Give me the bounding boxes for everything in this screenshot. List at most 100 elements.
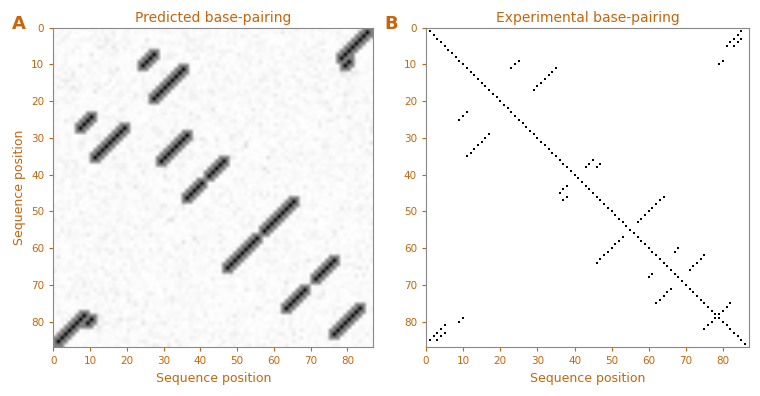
Point xyxy=(531,135,543,141)
Point xyxy=(643,245,655,251)
Point xyxy=(691,293,703,299)
Point xyxy=(643,274,655,281)
Point xyxy=(553,157,565,163)
Point xyxy=(698,300,711,307)
Text: A: A xyxy=(12,15,26,33)
Point xyxy=(535,80,547,86)
Point xyxy=(591,194,603,200)
Point xyxy=(654,256,666,262)
Point xyxy=(736,337,748,343)
Point xyxy=(454,318,466,325)
Point xyxy=(505,109,518,115)
Point xyxy=(695,256,707,262)
Point xyxy=(683,286,695,292)
Point xyxy=(717,318,729,325)
Point xyxy=(553,190,565,196)
Point xyxy=(435,333,447,339)
Point xyxy=(461,153,473,160)
Point xyxy=(594,256,606,262)
Point xyxy=(565,168,577,174)
Point xyxy=(650,201,662,207)
Point xyxy=(450,54,462,60)
Point xyxy=(713,61,725,68)
Point xyxy=(442,47,454,53)
Point xyxy=(639,241,651,248)
Point xyxy=(468,146,480,152)
Point xyxy=(720,43,733,49)
Point xyxy=(457,113,469,119)
Point xyxy=(431,337,443,343)
Point xyxy=(728,329,740,336)
Title: Predicted base-pairing: Predicted base-pairing xyxy=(135,11,291,25)
Point xyxy=(561,183,573,189)
Point xyxy=(513,57,525,64)
Point xyxy=(706,318,718,325)
Point xyxy=(509,113,521,119)
Point xyxy=(724,326,736,332)
Point xyxy=(580,164,592,170)
X-axis label: Sequence position: Sequence position xyxy=(156,372,271,385)
Point xyxy=(695,296,707,303)
Title: Experimental base-pairing: Experimental base-pairing xyxy=(496,11,679,25)
Point xyxy=(646,270,658,277)
Point xyxy=(739,341,751,347)
Point xyxy=(646,249,658,255)
Point xyxy=(661,289,673,295)
Point xyxy=(527,131,540,137)
Point xyxy=(461,109,473,115)
Point xyxy=(679,282,692,288)
Point xyxy=(717,307,729,314)
Point xyxy=(502,105,514,112)
Point xyxy=(427,333,439,339)
Point xyxy=(639,212,651,218)
Point xyxy=(706,307,718,314)
Point xyxy=(557,186,569,192)
Point xyxy=(610,241,622,248)
Point xyxy=(616,219,629,226)
Point xyxy=(736,28,748,34)
Point xyxy=(468,72,480,78)
Point xyxy=(550,65,562,71)
Point xyxy=(439,329,451,336)
Point xyxy=(720,304,733,310)
Point xyxy=(632,234,644,240)
Point xyxy=(531,83,543,89)
Point xyxy=(717,57,729,64)
Point xyxy=(665,286,677,292)
Point xyxy=(583,160,595,167)
Point xyxy=(709,311,721,318)
Point xyxy=(476,80,488,86)
Point xyxy=(505,65,518,71)
Point xyxy=(546,149,559,156)
Point xyxy=(698,326,711,332)
Point xyxy=(431,36,443,42)
Point xyxy=(732,32,744,38)
Point xyxy=(457,61,469,68)
Point xyxy=(669,249,681,255)
Point xyxy=(702,304,714,310)
Point xyxy=(657,293,670,299)
Point xyxy=(498,102,510,108)
Point xyxy=(613,238,625,244)
Point xyxy=(654,296,666,303)
Point xyxy=(480,83,492,89)
Point xyxy=(435,39,447,46)
Point xyxy=(635,215,648,222)
Point xyxy=(650,300,662,307)
Point xyxy=(494,98,506,104)
Point xyxy=(490,94,502,101)
Point xyxy=(587,190,599,196)
Point xyxy=(476,138,488,145)
Point xyxy=(602,249,614,255)
Point xyxy=(676,278,689,284)
Point xyxy=(594,197,606,204)
Point xyxy=(557,160,569,167)
Point xyxy=(606,208,618,215)
Point xyxy=(613,215,625,222)
Point xyxy=(687,289,699,295)
Point xyxy=(472,142,484,148)
Point xyxy=(665,267,677,273)
Point xyxy=(713,311,725,318)
Point xyxy=(602,204,614,211)
Point xyxy=(487,91,499,97)
